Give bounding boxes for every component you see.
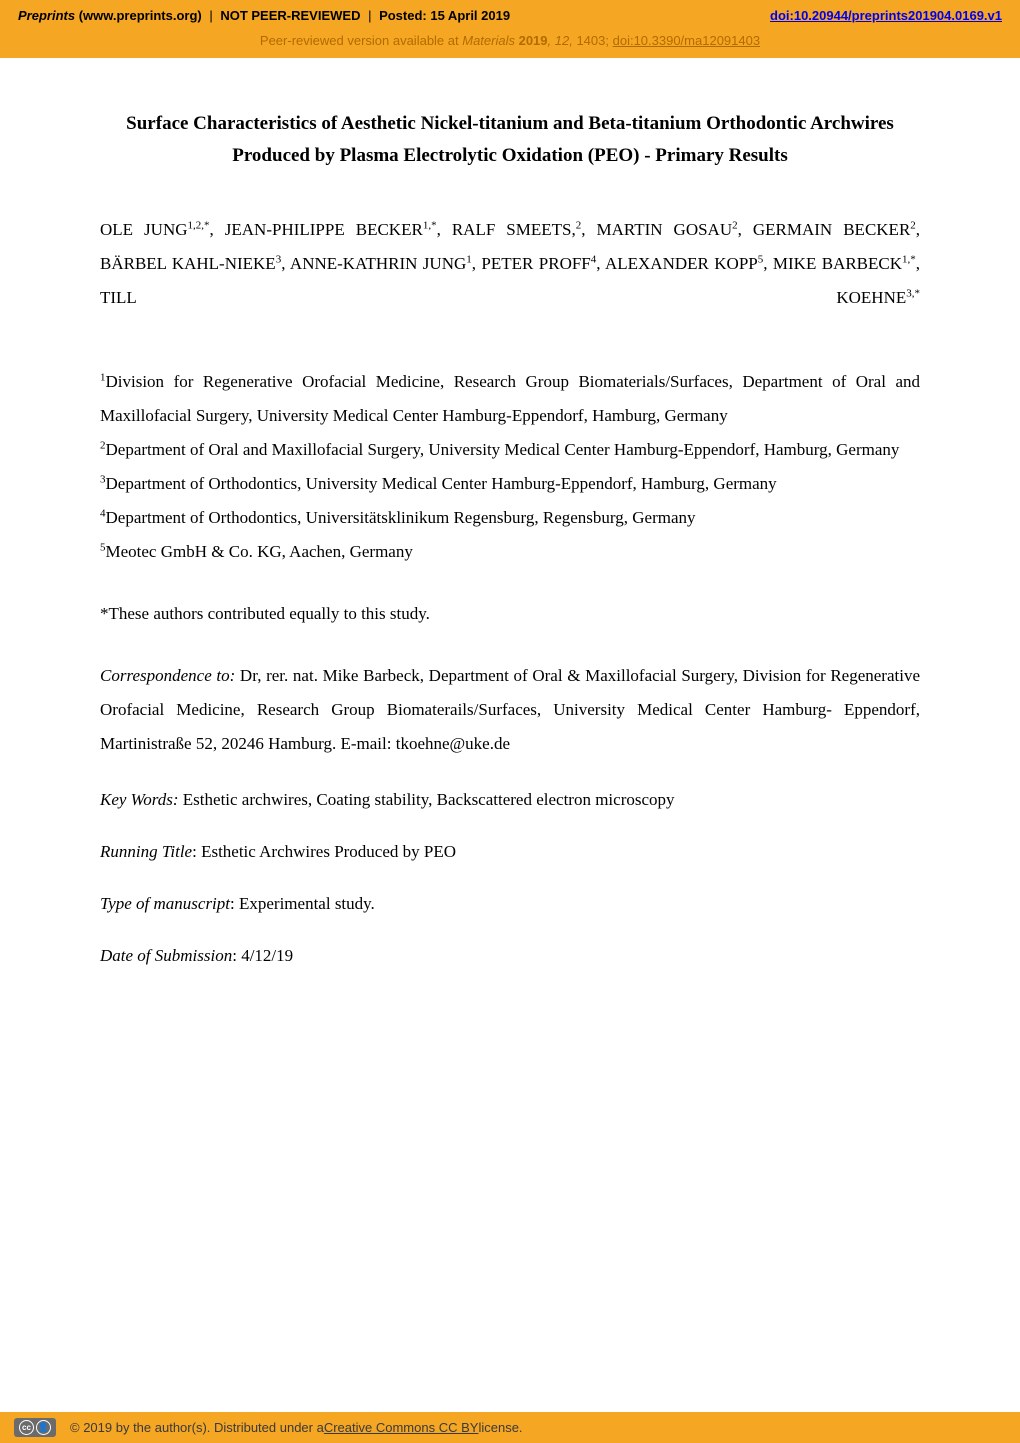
peer-reviewed-prefix: Peer-reviewed version available at	[260, 33, 462, 48]
affiliation-text: Division for Regenerative Orofacial Medi…	[100, 372, 920, 425]
not-peer-reviewed: NOT PEER-REVIEWED	[220, 8, 360, 23]
author-affiliation-ref: 4	[591, 253, 597, 265]
author-name: GERMAIN BECKER	[753, 220, 910, 239]
banner-top-row: Preprints (www.preprints.org) | NOT PEER…	[0, 0, 1020, 27]
keywords-label: Key Words:	[100, 790, 179, 809]
affiliation-line: 2Department of Oral and Maxillofacial Su…	[100, 433, 920, 467]
site-url: (www.preprints.org)	[75, 8, 202, 23]
running-title-text: : Esthetic Archwires Produced by PEO	[192, 842, 456, 861]
affiliation-text: Department of Orthodontics, University M…	[106, 474, 777, 493]
submission-date-label: Date of Submission	[100, 946, 232, 965]
posted-date: Posted: 15 April 2019	[379, 8, 510, 23]
affiliation-line: 5Meotec GmbH & Co. KG, Aachen, Germany	[100, 535, 920, 569]
journal-page: 1403;	[576, 33, 612, 48]
site-name: Preprints	[18, 8, 75, 23]
affiliations-block: 1Division for Regenerative Orofacial Med…	[100, 365, 920, 569]
published-doi-link[interactable]: doi:10.3390/ma12091403	[613, 33, 760, 48]
equal-contribution-note: *These authors contributed equally to th…	[100, 597, 920, 631]
manuscript-type-text: : Experimental study.	[230, 894, 375, 913]
page-content: Surface Characteristics of Aesthetic Nic…	[0, 58, 1020, 973]
author-affiliation-ref: 1,*	[423, 219, 437, 231]
running-title: Running Title: Esthetic Archwires Produc…	[100, 835, 920, 869]
author-affiliation-ref: 1	[466, 253, 472, 265]
author-name: PETER PROFF	[481, 254, 590, 273]
sep2: |	[364, 8, 375, 23]
author-name: MARTIN GOSAU	[597, 220, 733, 239]
keywords: Key Words: Esthetic archwires, Coating s…	[100, 783, 920, 817]
keywords-text: Esthetic archwires, Coating stability, B…	[179, 790, 675, 809]
cc-icon: cc	[19, 1420, 34, 1435]
correspondence-label: Correspondence to:	[100, 666, 235, 685]
banner-left: Preprints (www.preprints.org) | NOT PEER…	[18, 8, 510, 23]
author-affiliation-ref: 2	[576, 219, 582, 231]
submission-date-text: : 4/12/19	[232, 946, 293, 965]
author-name: ALEXANDER KOPP	[605, 254, 758, 273]
author-affiliation-ref: 1,2,*	[188, 219, 210, 231]
author-affiliation-ref: 3,*	[906, 287, 920, 299]
author-name: MIKE BARBECK	[773, 254, 902, 273]
author-affiliation-ref: 1,*	[902, 253, 916, 265]
affiliation-text: Department of Oral and Maxillofacial Sur…	[106, 440, 900, 459]
paper-title: Surface Characteristics of Aesthetic Nic…	[100, 108, 920, 173]
author-name: OLE JUNG	[100, 220, 188, 239]
by-icon: 👤	[36, 1420, 51, 1435]
author-affiliation-ref: 3	[276, 253, 282, 265]
journal-name: Materials	[462, 33, 515, 48]
affiliation-line: 4Department of Orthodontics, Universität…	[100, 501, 920, 535]
author-name: ANNE-KATHRIN JUNG	[290, 254, 466, 273]
author-affiliation-ref: 5	[758, 253, 764, 265]
banner-sub-row: Peer-reviewed version available at Mater…	[0, 27, 1020, 58]
copyright-text: © 2019 by the author(s). Distributed und…	[70, 1420, 324, 1435]
submission-date: Date of Submission: 4/12/19	[100, 939, 920, 973]
journal-vol: , 12,	[548, 33, 577, 48]
affiliation-line: 1Division for Regenerative Orofacial Med…	[100, 365, 920, 433]
affiliation-line: 3Department of Orthodontics, University …	[100, 467, 920, 501]
author-name: RALF SMEETS,	[452, 220, 576, 239]
license-suffix: license.	[478, 1420, 522, 1435]
running-title-label: Running Title	[100, 842, 192, 861]
author-affiliation-ref: 2	[732, 219, 738, 231]
affiliation-text: Department of Orthodontics, Universitäts…	[106, 508, 696, 527]
preprint-banner: Preprints (www.preprints.org) | NOT PEER…	[0, 0, 1020, 58]
manuscript-type-label: Type of manuscript	[100, 894, 230, 913]
author-affiliation-ref: 2	[910, 219, 916, 231]
affiliation-text: Meotec GmbH & Co. KG, Aachen, Germany	[106, 542, 413, 561]
cc-by-license-link[interactable]: Creative Commons CC BY	[324, 1420, 479, 1435]
author-name: TILL KOEHNE	[100, 288, 906, 307]
manuscript-type: Type of manuscript: Experimental study.	[100, 887, 920, 921]
sep1: |	[206, 8, 217, 23]
author-name: JEAN-PHILIPPE BECKER	[225, 220, 423, 239]
journal-year: 2019	[515, 33, 548, 48]
cc-by-badge-icon: cc 👤	[14, 1418, 56, 1437]
authors-block: OLE JUNG1,2,*, JEAN-PHILIPPE BECKER1,*, …	[100, 213, 920, 315]
correspondence: Correspondence to: Dr, rer. nat. Mike Ba…	[100, 659, 920, 761]
author-name: BÄRBEL KAHL-NIEKE	[100, 254, 276, 273]
license-footer: cc 👤 © 2019 by the author(s). Distribute…	[0, 1412, 1020, 1443]
preprint-doi-link[interactable]: doi:10.20944/preprints201904.0169.v1	[770, 8, 1002, 23]
